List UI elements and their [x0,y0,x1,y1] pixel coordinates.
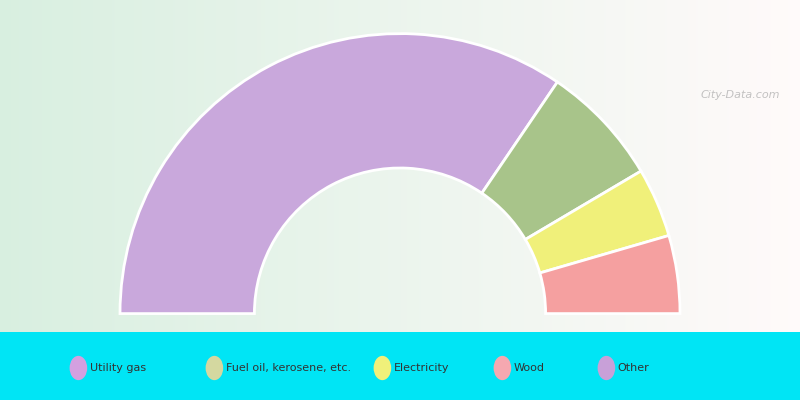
Wedge shape [482,82,641,240]
Ellipse shape [206,356,223,380]
Ellipse shape [598,356,615,380]
Wedge shape [120,34,558,314]
Bar [0,332,800,400]
Text: Other: Other [618,363,650,373]
Text: Fuel oil, kerosene, etc.: Fuel oil, kerosene, etc. [226,363,350,373]
Ellipse shape [494,356,511,380]
Text: Electricity: Electricity [394,363,449,373]
Ellipse shape [374,356,391,380]
Wedge shape [526,171,669,273]
Text: Utility gas: Utility gas [90,363,146,373]
Wedge shape [540,236,680,314]
Text: City-Data.com: City-Data.com [701,90,780,100]
Text: Wood: Wood [514,363,545,373]
Ellipse shape [70,356,87,380]
